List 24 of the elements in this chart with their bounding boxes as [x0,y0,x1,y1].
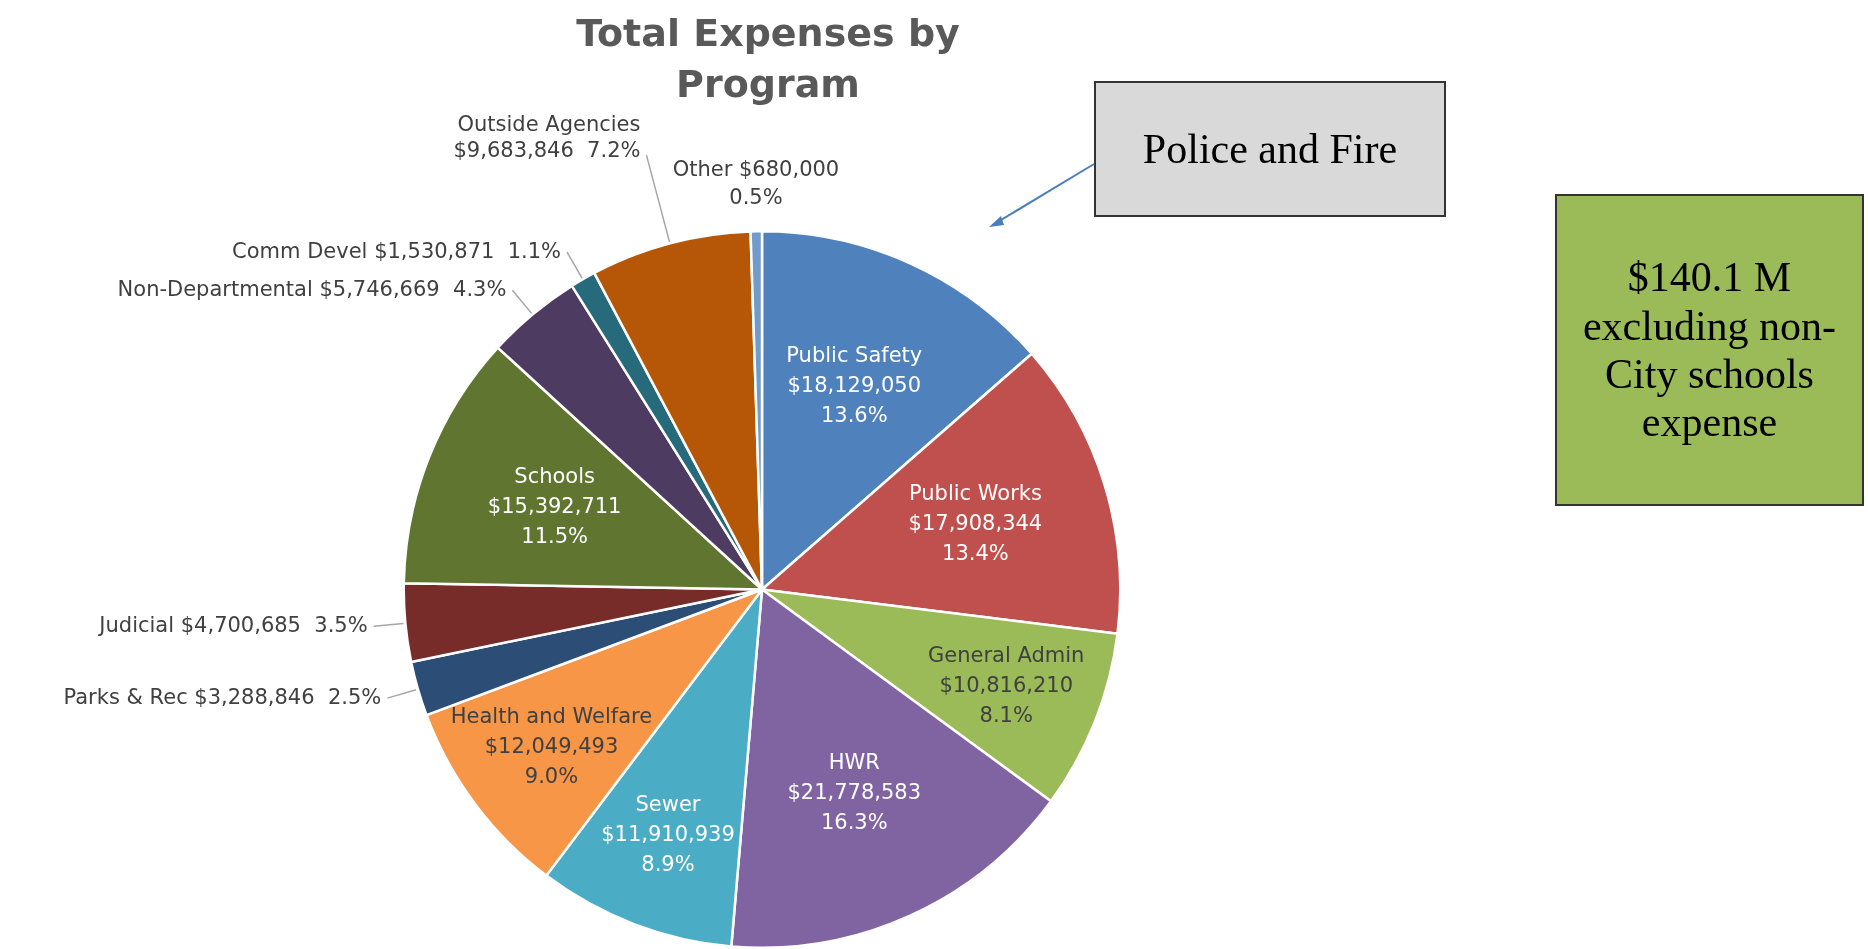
data-label: $15,392,711 11.5% [487,493,622,548]
slice-label: Other $680,000 0.5% [672,156,840,209]
data-label: $10,816,210 8.1% [939,673,1074,728]
data-label: $12,049,493 9.0% [484,733,619,788]
chart-title: Total Expenses by Program [575,10,961,109]
slice-label: Public Works [908,481,1042,506]
slice-label: Non-Departmental $5,746,669 4.3% [117,276,507,301]
slice-label: Judicial $4,700,685 3.5% [97,612,368,637]
slice-label: Health and Welfare [450,703,653,728]
data-label: $21,778,583 16.3% [787,779,922,834]
data-label: $18,129,050 13.6% [787,373,922,428]
slice-label: Parks & Rec $3,288,846 2.5% [63,684,382,709]
data-label: $11,910,939 8.9% [601,821,735,876]
data-label: $9,683,846 7.2% [453,137,641,162]
slice-label: Sewer [635,791,701,816]
slice-label: HWR [828,749,880,774]
text: Police and Fire [1094,81,1446,217]
slice-label: Schools [514,463,595,488]
slice-label: Comm Devel $1,530,871 1.1% [232,238,562,263]
text: $140.1 M excluding non-City schools expense [1555,194,1864,506]
data-label: $17,908,344 13.4% [908,511,1043,566]
slice-label: Outside Agencies [457,111,641,136]
slice-label: Public Safety [786,343,923,368]
slice-label: General Admin [928,643,1085,668]
